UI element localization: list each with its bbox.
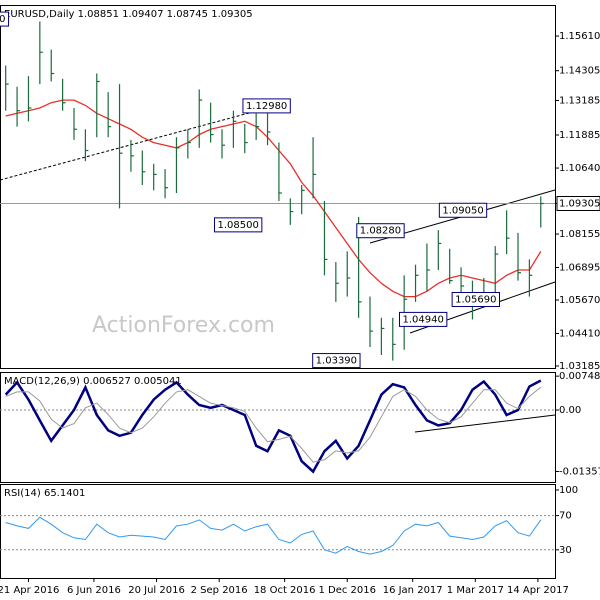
y-tick-label: 1.08155 (559, 229, 600, 240)
annotation-label: 1.08500 (217, 220, 258, 231)
price-annotation: 1.04940 (398, 311, 448, 327)
x-tick-label: 14 Apr 2017 (507, 585, 569, 596)
y-tick-label: 1.09305 (559, 198, 600, 209)
y-tick-label: 1.04410 (559, 328, 600, 339)
x-tick-label: 1 Mar 2017 (447, 585, 504, 596)
x-tick-label: 1 Dec 2016 (318, 585, 376, 596)
panel-title: EURUSD,Daily 1.08851 1.09407 1.08745 1.0… (4, 9, 253, 20)
price-annotation: 1.09050 (438, 202, 488, 218)
y-tick-label: 70 (559, 511, 572, 522)
annotation-label: 1.08280 (360, 226, 401, 237)
y-tick-label: 0.007484 (559, 371, 600, 382)
annotation-label: 1.04940 (402, 314, 443, 325)
macd-trend-line (414, 414, 556, 433)
annotation-label: 1.12980 (246, 101, 287, 112)
y-tick-label: 1.13185 (559, 95, 600, 106)
y-tick-label: 1.15610 (559, 31, 600, 42)
price-annotation: 1.08500 (213, 217, 263, 233)
moving-average (5, 99, 542, 298)
annotation-box (213, 217, 263, 233)
trend-line (0, 101, 291, 181)
x-tick-label: 2 Sep 2016 (191, 585, 248, 596)
y-tick-label: 30 (559, 545, 572, 556)
annotation-label: 0 (0, 14, 6, 25)
price-annotation: 1.12980 (242, 98, 291, 114)
y-tick-label: 1.10640 (559, 163, 600, 174)
y-tick-label: 1.14305 (559, 66, 600, 77)
annotation-label: 1.09050 (442, 205, 483, 216)
y-tick-label: -0.013574 (559, 466, 600, 477)
annotation-box (398, 311, 448, 327)
annotation-label: 1.03390 (316, 356, 357, 367)
y-tick-label: 1.05670 (559, 295, 600, 306)
annotation-box (242, 98, 291, 114)
x-tick-label: 16 Jan 2017 (383, 585, 443, 596)
price-annotation: 1.08280 (356, 223, 405, 239)
y-tick-label: 0.00 (559, 405, 581, 416)
x-tick-label: 18 Oct 2016 (254, 585, 316, 596)
price-annotation: 0 (0, 11, 10, 27)
panel-title: MACD(12,26,9) 0.006527 0.005041 (4, 376, 182, 387)
y-tick-label: 1.03185 (559, 361, 600, 372)
watermark: ActionForex.com (92, 313, 275, 338)
price-annotation: 1.05690 (451, 291, 500, 307)
panel-title: RSI(14) 65.1401 (4, 488, 85, 499)
price-annotation: 1.03390 (312, 353, 361, 369)
panel-frame (0, 484, 556, 579)
y-tick-label: 1.06895 (559, 262, 600, 273)
annotation-box (0, 11, 10, 27)
panel-frame (0, 372, 556, 483)
panel-frame (0, 5, 556, 369)
indicator-line (5, 386, 542, 463)
annotation-box (312, 353, 361, 369)
x-tick-label: 21 Apr 2016 (0, 585, 59, 596)
y-tick-label: 1.11885 (559, 130, 600, 141)
y-tick-label: 100 (559, 485, 578, 496)
annotation-box (451, 291, 500, 307)
annotation-box (356, 223, 405, 239)
indicator-line (5, 516, 542, 555)
price-box (556, 195, 600, 211)
annotation-label: 1.05690 (455, 294, 496, 305)
x-tick-label: 6 Jun 2016 (67, 585, 121, 596)
annotation-box (438, 202, 488, 218)
x-tick-label: 20 Jul 2016 (128, 585, 185, 596)
